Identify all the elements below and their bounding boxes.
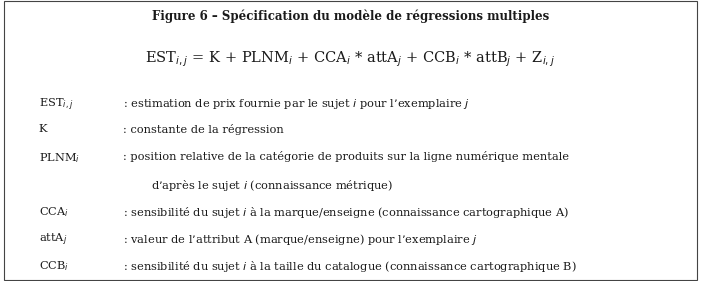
Text: CCB$_{i}$: CCB$_{i}$ <box>39 259 69 273</box>
Text: : constante de la régression: : constante de la régression <box>123 124 283 135</box>
Text: PLNM$_{i}$: PLNM$_{i}$ <box>39 151 80 165</box>
Text: : sensibilité du sujet $i$ à la taille du catalogue (connaissance cartographique: : sensibilité du sujet $i$ à la taille d… <box>123 259 576 274</box>
Text: : position relative de la catégorie de produits sur la ligne numérique mentale: : position relative de la catégorie de p… <box>123 151 569 162</box>
Text: d’après le sujet $i$ (connaissance métrique): d’après le sujet $i$ (connaissance métri… <box>151 178 393 193</box>
Text: EST$_{i,j}$: EST$_{i,j}$ <box>39 97 73 113</box>
Text: : sensibilité du sujet $i$ à la marque/enseigne (connaissance cartographique A): : sensibilité du sujet $i$ à la marque/e… <box>123 205 569 220</box>
Text: Figure 6 – Spécification du modèle de régressions multiples: Figure 6 – Spécification du modèle de ré… <box>152 10 549 23</box>
Text: K: K <box>39 124 47 134</box>
Text: : valeur de l’attribut A (marque/enseigne) pour l’exemplaire $j$: : valeur de l’attribut A (marque/enseign… <box>123 232 477 247</box>
FancyBboxPatch shape <box>4 1 697 280</box>
Text: EST$_{i,j}$ = K + PLNM$_{i}$ + CCA$_{i}$ * attA$_{j}$ + CCB$_{i}$ * attB$_{j}$ +: EST$_{i,j}$ = K + PLNM$_{i}$ + CCA$_{i}$… <box>146 49 555 69</box>
Text: : estimation de prix fournie par le sujet $i$ pour l’exemplaire $j$: : estimation de prix fournie par le suje… <box>123 97 470 111</box>
Text: attA$_{j}$: attA$_{j}$ <box>39 232 67 248</box>
Text: CCA$_{i}$: CCA$_{i}$ <box>39 205 69 219</box>
